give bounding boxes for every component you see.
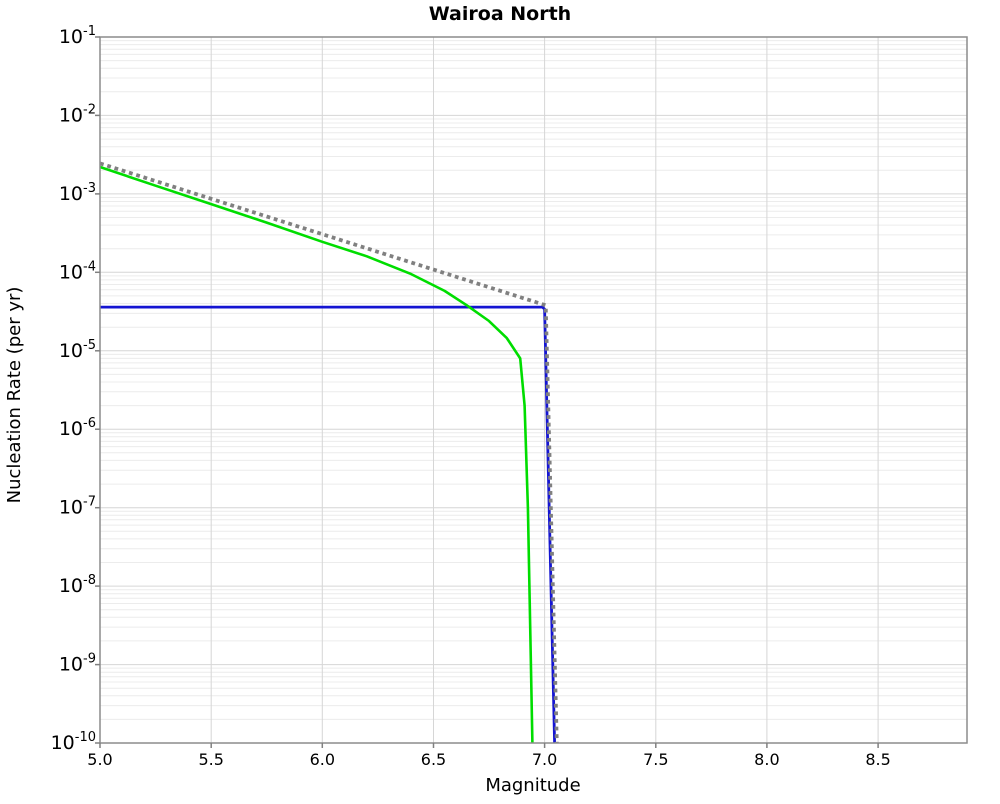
y-tick-label: 10-7 [59,495,96,519]
y-tick-label: 10-2 [59,102,96,126]
green-tapered-gr-line [100,165,534,743]
x-tick-label: 5.0 [87,750,112,769]
x-tick-label: 6.0 [310,750,335,769]
chart-title: Wairoa North [429,3,571,25]
x-tick-label: 8.5 [865,750,890,769]
x-tick-label: 8.0 [754,750,779,769]
y-tick-label: 10-5 [59,338,96,362]
y-tick-label: 10-8 [59,573,96,597]
plot-frame [99,36,968,744]
y-axis-title: Nucleation Rate (per yr) [4,287,25,504]
plot-area: 5.0 5.5 6.0 6.5 7.0 7.5 8.0 8.5 10-1 10-2 10-3 10-4… [51,24,968,769]
y-tick-label: 10-10 [51,730,96,754]
x-tick-label: 6.5 [421,750,446,769]
x-axis-title: Magnitude [485,775,580,796]
x-tick-label: 5.5 [198,750,223,769]
y-tick-label: 10-3 [59,181,96,205]
y-tick-label: 10-1 [59,24,96,48]
y-tick-label: 10-9 [59,652,96,676]
y-tick-label: 10-6 [59,416,96,440]
x-tick-label: 7.5 [643,750,668,769]
blue-characteristic-line [100,305,556,743]
x-tick-label: 7.0 [532,750,557,769]
y-tick-label: 10-4 [59,259,96,283]
